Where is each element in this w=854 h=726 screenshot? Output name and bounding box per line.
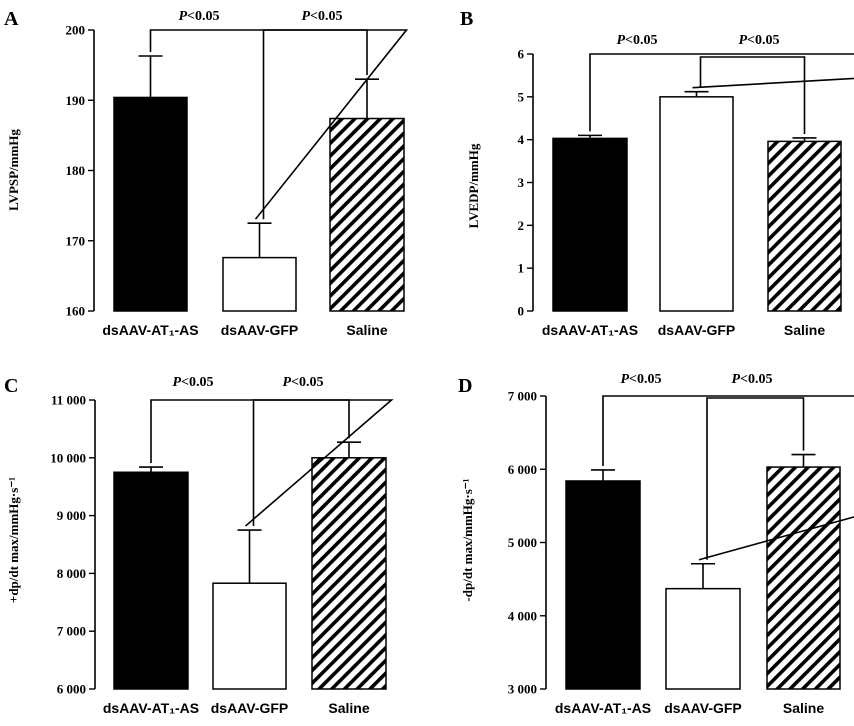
y-tick-label: 6 000: [508, 462, 537, 477]
y-tick-label: 4 000: [508, 608, 537, 623]
x-category-label: dsAAV-AT₁-AS: [102, 322, 198, 338]
bar: [767, 140, 842, 312]
p-value-annotation: P<0.05: [620, 372, 661, 387]
panel-d: D 3 000 4 000 5 000 6 000 7 000 -dp/dt max/mmH…: [458, 372, 854, 716]
y-tick-label: 5: [518, 89, 525, 104]
x-category-label: Saline: [328, 700, 369, 716]
x-category-label: dsAAV-AT₁-AS: [542, 322, 638, 338]
y-tick-label: 10 000: [50, 450, 86, 465]
p-value-annotation: P<0.05: [178, 9, 219, 24]
significance-bracket: [252, 399, 350, 527]
y-axis-label: LVEDP/mmHg: [466, 143, 481, 228]
p-value-annotation: P<0.05: [172, 375, 213, 390]
p-value-annotation: P<0.05: [616, 33, 657, 48]
y-tick-label: 3: [518, 175, 525, 190]
bar: [665, 587, 741, 690]
panel-letter: C: [4, 375, 18, 397]
x-category-label: dsAAV-AT₁-AS: [103, 700, 199, 716]
significance-bracket: [262, 29, 368, 220]
y-tick-label: 200: [66, 23, 86, 38]
p-value-annotation: P<0.05: [738, 33, 779, 48]
y-tick-label: 190: [66, 93, 86, 108]
y-tick-label: 7 000: [57, 624, 86, 639]
y-axis-label: LVPSP/mmHg: [6, 129, 21, 211]
x-category-label: dsAAV-AT₁-AS: [555, 700, 651, 716]
bar: [329, 117, 405, 312]
x-category-label: dsAAV-GFP: [658, 322, 736, 338]
y-tick-label: 4: [518, 132, 525, 147]
bar: [212, 582, 287, 690]
x-category-label: dsAAV-GFP: [664, 700, 742, 716]
bar: [659, 96, 734, 312]
bar: [552, 137, 628, 312]
y-tick-label: 11 000: [51, 393, 86, 408]
y-tick-label: 0: [518, 304, 525, 319]
y-tick-label: 160: [66, 304, 86, 319]
y-tick-label: 1: [518, 261, 525, 276]
significance-bracket: [602, 395, 854, 561]
y-tick-label: 3 000: [508, 682, 537, 697]
panel-b: B 0 1 2 3 4 5 6 LVEDP/mmHg dsAAV-AT₁-AS dsAAV-GFP S…: [460, 8, 854, 338]
y-axis-label: -dp/dt max/mmHg·s⁻¹: [460, 478, 475, 601]
y-tick-label: 180: [66, 163, 86, 178]
bar: [113, 96, 188, 312]
y-tick-label: 9 000: [57, 508, 86, 523]
bar: [311, 457, 387, 690]
panel-letter: D: [458, 375, 472, 397]
y-tick-label: 5 000: [508, 535, 537, 550]
bar: [113, 471, 189, 690]
y-tick-label: 6 000: [57, 682, 86, 697]
p-value-annotation: P<0.05: [731, 372, 772, 387]
panel-c: C 6 000 7 000 8 000 9 000 10 000 11 000 +dp/dt …: [4, 375, 394, 716]
significance-bracket: [699, 56, 806, 134]
panel-a: A 160 170 180 190 200 LVPSP/mmHg dsAAV-AT₁-AS ds…: [4, 8, 409, 338]
x-category-label: Saline: [784, 322, 825, 338]
significance-bracket: [589, 53, 854, 132]
x-category-label: Saline: [783, 700, 824, 716]
panel-letter: A: [4, 8, 19, 30]
y-tick-label: 7 000: [508, 389, 537, 404]
panel-letter: B: [460, 8, 473, 30]
y-axis-label: +dp/dt max/mmHg·s⁻¹: [6, 477, 21, 603]
x-category-label: dsAAV-GFP: [211, 700, 289, 716]
y-tick-label: 6: [518, 47, 525, 62]
bar: [565, 480, 641, 690]
y-tick-label: 2: [518, 218, 525, 233]
significance-bracket: [706, 397, 805, 560]
y-tick-label: 8 000: [57, 566, 86, 581]
x-category-label: dsAAV-GFP: [221, 322, 299, 338]
y-tick-label: 170: [66, 233, 86, 248]
bar: [222, 256, 297, 312]
bar: [766, 466, 841, 690]
x-category-label: Saline: [346, 322, 387, 338]
p-value-annotation: P<0.05: [282, 375, 323, 390]
p-value-annotation: P<0.05: [301, 9, 342, 24]
